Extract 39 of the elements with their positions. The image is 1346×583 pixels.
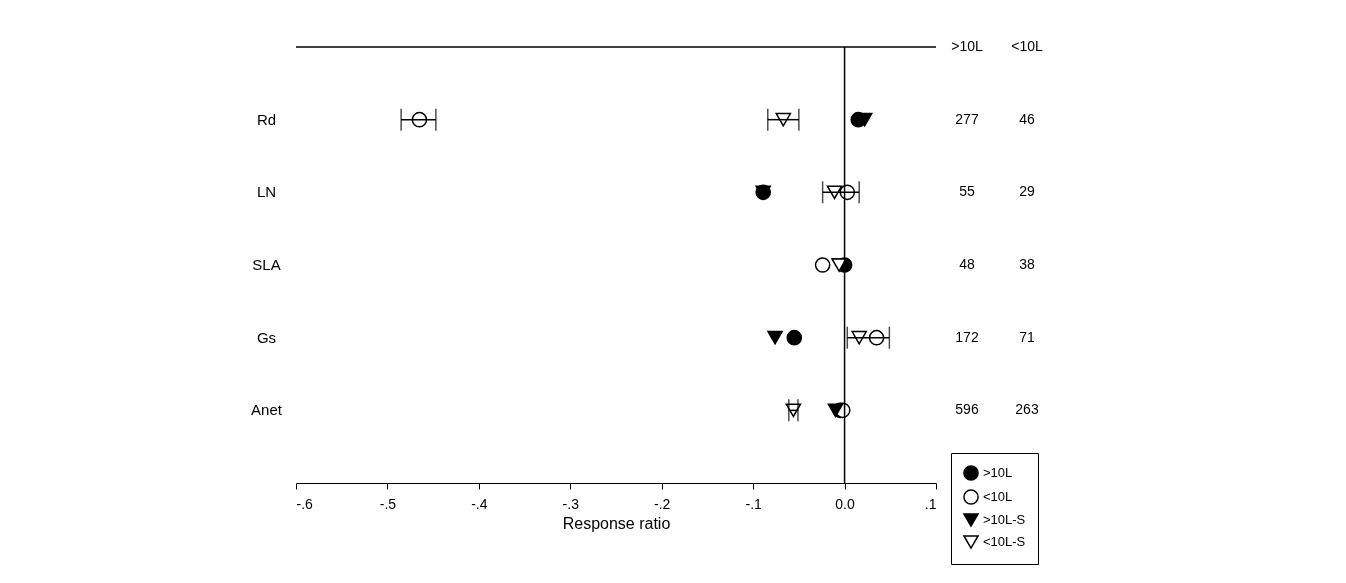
x-tick-label: 0.0 — [835, 495, 856, 512]
x-tick-label: -.3 — [562, 495, 580, 512]
point — [851, 330, 868, 345]
text: <10L — [1011, 38, 1043, 54]
legend-label: <10L — [983, 489, 1013, 504]
text: 277 — [955, 110, 979, 127]
y-tick-label: SLA — [252, 256, 281, 273]
point — [775, 112, 792, 127]
legend-label: <10L-S — [983, 534, 1026, 549]
point — [786, 329, 803, 346]
text: >10L — [951, 38, 983, 54]
text: 29 — [1019, 183, 1035, 200]
point — [814, 257, 831, 273]
point — [826, 185, 843, 200]
text: 263 — [1015, 401, 1039, 418]
y-tick-label: Anet — [251, 401, 283, 419]
y-tick-label: Gs — [256, 328, 277, 346]
x-tick-label: .1 — [924, 495, 937, 512]
point — [767, 330, 783, 345]
x-axis-title: Response ratio — [562, 514, 671, 532]
x-tick-label: -.1 — [745, 495, 763, 512]
text: 48 — [959, 256, 975, 272]
x-tick-label: -.5 — [379, 495, 397, 512]
text: 596 — [955, 401, 979, 418]
text: 55 — [959, 183, 975, 200]
x-tick-label: -.2 — [654, 495, 671, 512]
text: 38 — [1019, 256, 1035, 272]
text: 71 — [1019, 328, 1035, 345]
point — [827, 403, 844, 418]
text: 172 — [955, 328, 979, 345]
text: 46 — [1019, 110, 1035, 127]
y-tick-label: Rd — [256, 110, 277, 128]
point — [868, 329, 885, 346]
legend-label: >10L — [983, 465, 1013, 480]
y-tick-label: LN — [256, 183, 277, 201]
x-tick-label: -.4 — [471, 495, 488, 512]
x-tick-label: -.6 — [296, 495, 314, 512]
legend-label: >10L-S — [983, 512, 1026, 527]
point — [411, 111, 428, 128]
